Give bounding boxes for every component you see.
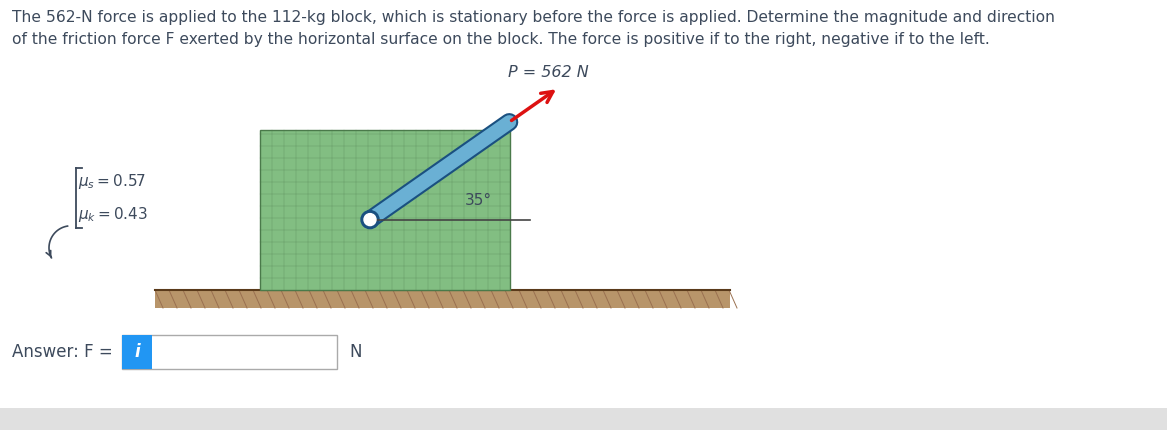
Bar: [123, 335, 152, 369]
Bar: [155, 290, 731, 308]
Bar: [260, 130, 510, 290]
Text: $\mu_s = 0.57$: $\mu_s = 0.57$: [78, 172, 146, 190]
Text: Answer: F =: Answer: F =: [12, 343, 113, 361]
Text: $\mu_k = 0.43$: $\mu_k = 0.43$: [78, 205, 148, 224]
Text: 35°: 35°: [464, 193, 492, 208]
Text: The 562-N force is applied to the 112-kg block, which is stationary before the f: The 562-N force is applied to the 112-kg…: [12, 10, 1055, 25]
Bar: [0, 408, 1167, 430]
Bar: [123, 335, 337, 369]
Text: i: i: [134, 343, 140, 361]
Text: N: N: [349, 343, 362, 361]
Circle shape: [361, 211, 379, 229]
Circle shape: [364, 214, 376, 226]
Text: of the friction force F exerted by the horizontal surface on the block. The forc: of the friction force F exerted by the h…: [12, 32, 990, 47]
Text: P = 562 N: P = 562 N: [508, 64, 589, 80]
